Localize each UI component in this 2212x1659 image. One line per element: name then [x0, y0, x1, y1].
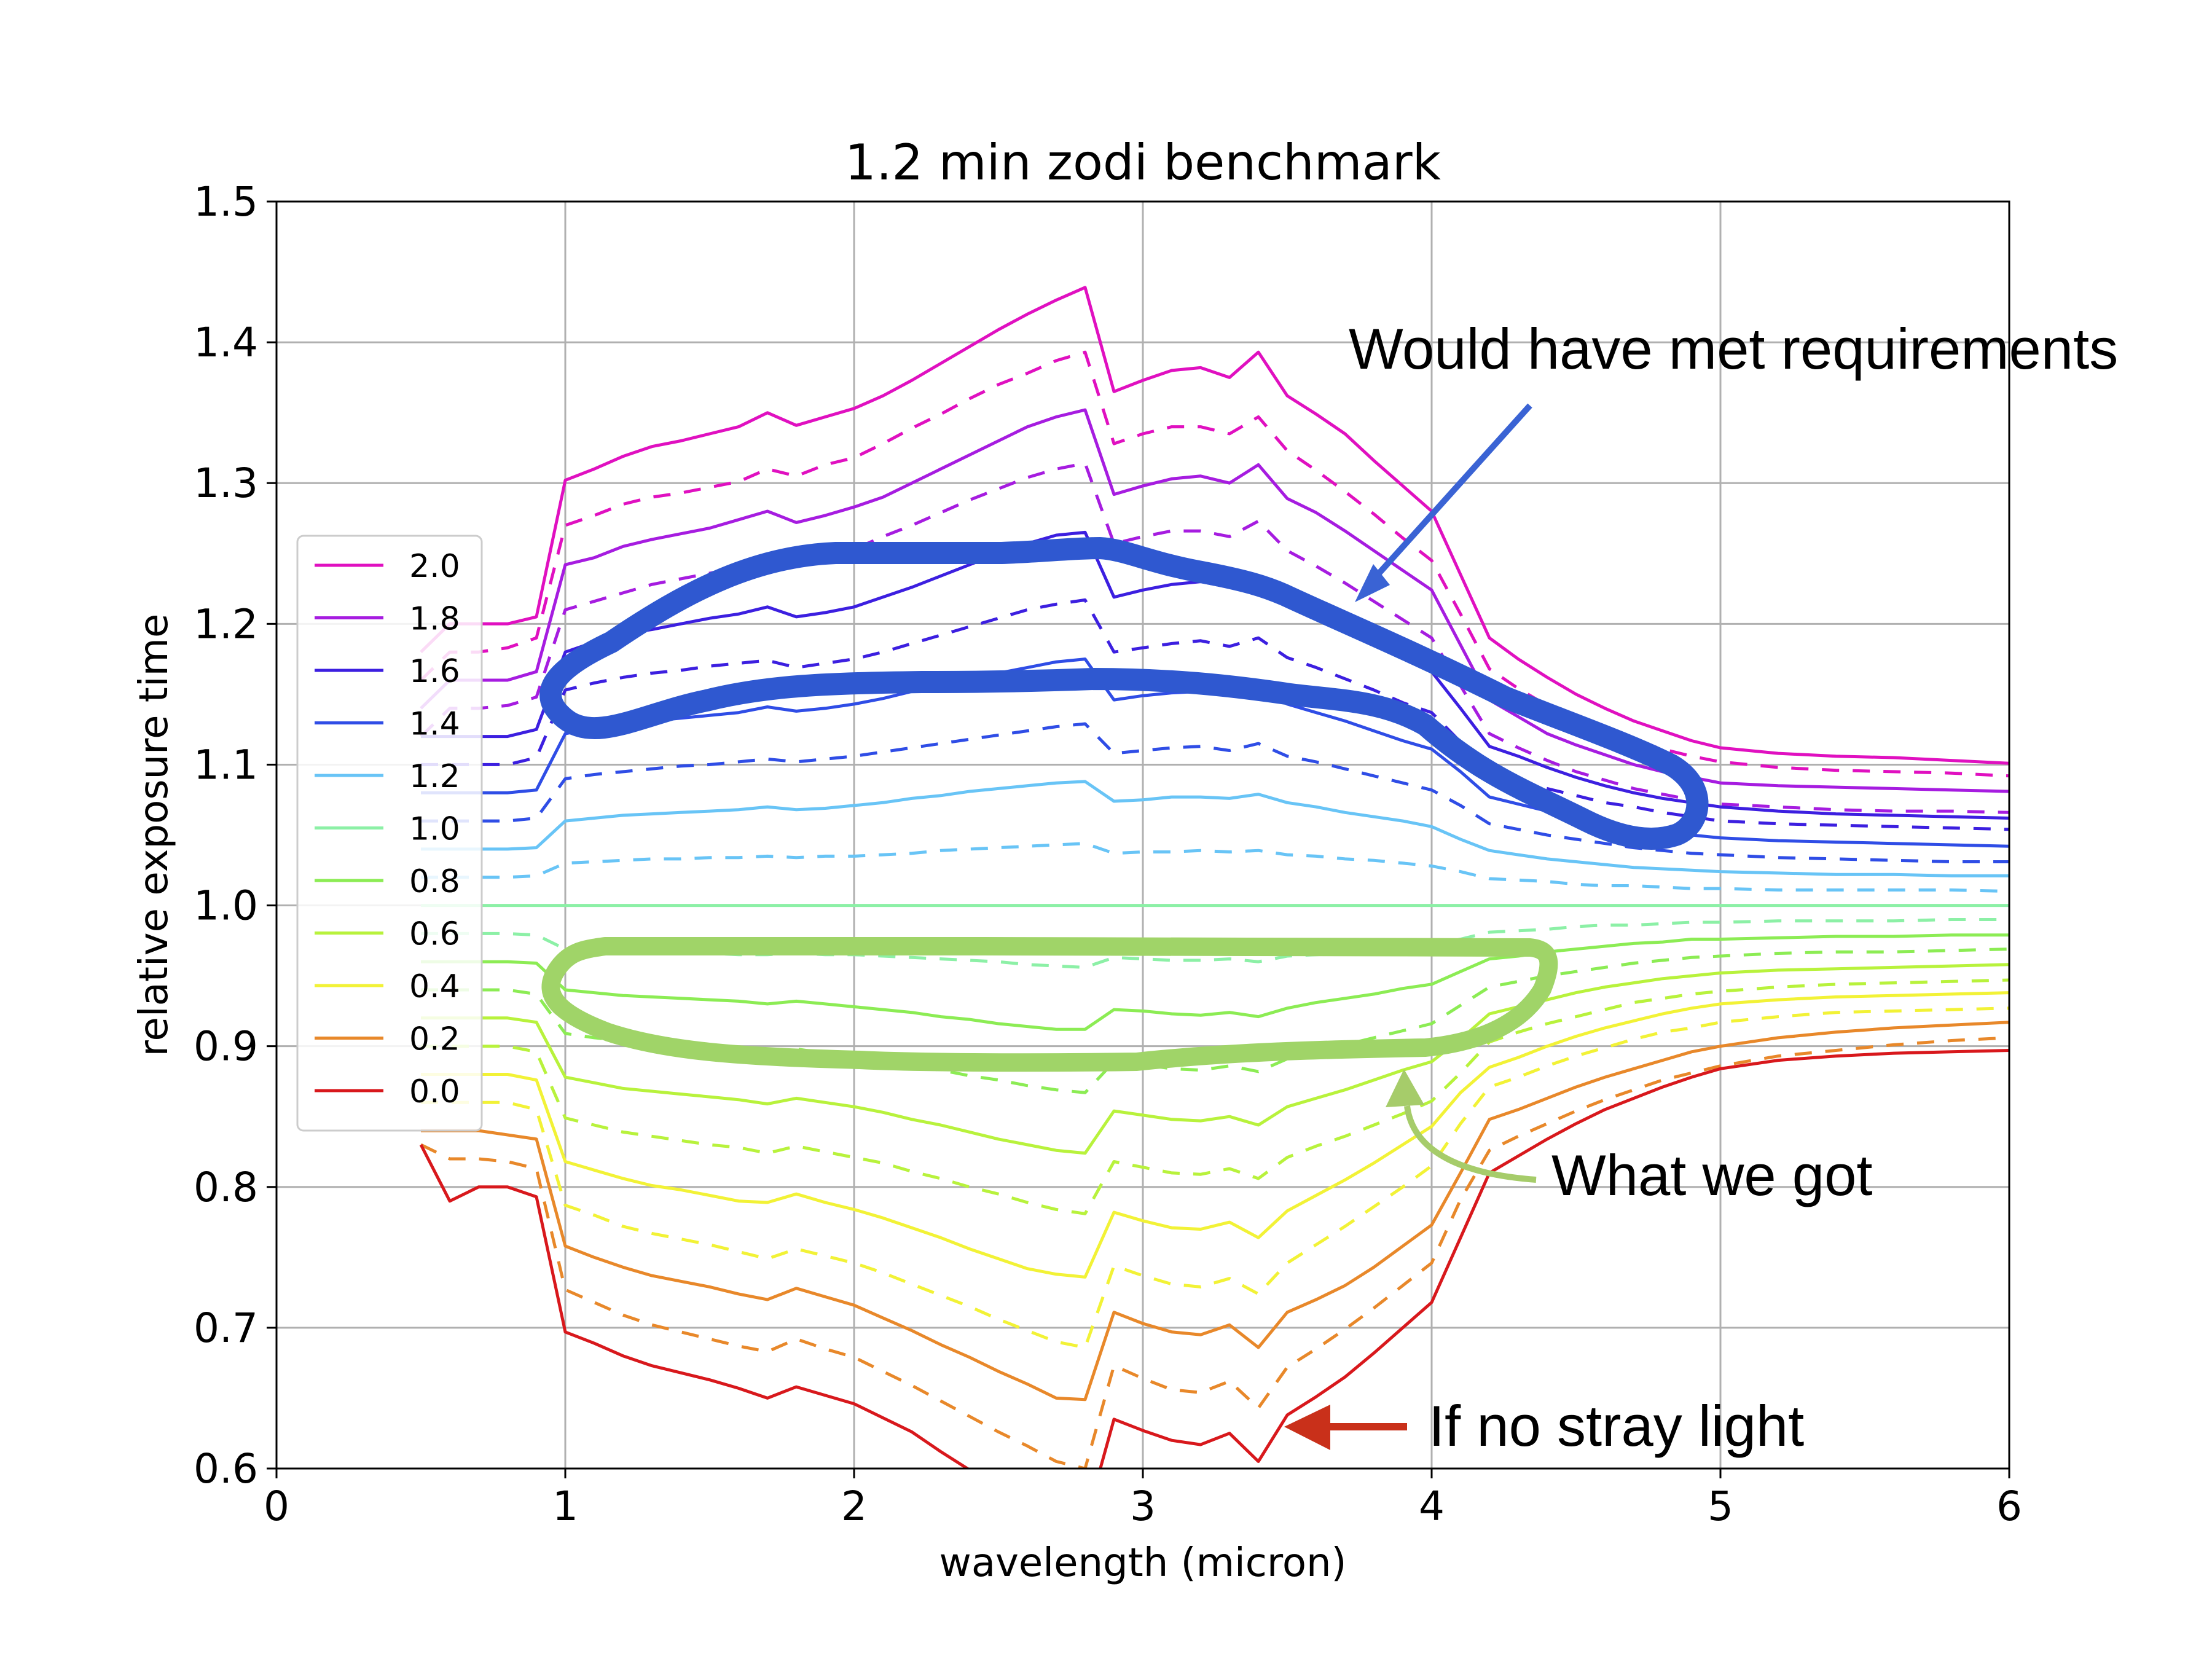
y-tick-label: 1.4 — [194, 319, 258, 366]
series-line-1-8-dashed — [420, 461, 2009, 814]
x-tick-label: 2 — [841, 1483, 867, 1530]
blue-highlight-loop — [539, 537, 1709, 850]
series-line-1-8-solid — [420, 408, 2009, 793]
chart-title: 1.2 min zodi benchmark — [845, 134, 1441, 191]
y-tick-label: 1.3 — [194, 460, 258, 507]
y-tick-label: 1.5 — [194, 178, 258, 226]
series-line-0-4-solid — [421, 991, 2009, 1279]
legend-label: 0.4 — [409, 968, 460, 1005]
series-line-0-2-solid — [421, 1021, 2009, 1402]
x-tick-label: 1 — [552, 1483, 578, 1530]
legend-label: 1.2 — [409, 758, 460, 795]
y-tick-label: 0.9 — [194, 1023, 258, 1070]
series-line-0-4-dashed — [421, 1006, 2009, 1349]
series-line-0-6-solid — [421, 963, 2009, 1155]
y-tick-label: 0.8 — [194, 1164, 258, 1211]
x-tick-label: 3 — [1130, 1483, 1156, 1530]
x-tick-label: 5 — [1708, 1483, 1733, 1530]
y-tick-label: 0.6 — [194, 1445, 258, 1492]
x-ticks: 0 1 2 3 4 5 6 — [264, 1469, 2022, 1530]
legend: 2.0 1.8 1.6 1.4 1.2 1.0 0.8 0.6 0.4 0.2 0.0 — [296, 535, 483, 1132]
red-arrow — [1284, 1405, 1407, 1450]
x-axis-label: wavelength (micron) — [939, 1540, 1346, 1586]
series-lines — [419, 286, 2009, 1469]
series-line-1-4-dashed — [421, 722, 2009, 863]
series-line-0-8-solid — [421, 933, 2009, 1031]
y-tick-label: 1.1 — [194, 741, 258, 788]
series-line-1-2-solid — [421, 780, 2009, 877]
blue-arrow — [1355, 403, 1532, 602]
x-tick-label: 4 — [1419, 1483, 1445, 1530]
y-tick-label: 1.2 — [194, 600, 258, 648]
annotation-what-we-got: What we got — [1551, 1143, 1872, 1207]
series-line-1-2-dashed — [421, 842, 2009, 893]
green-highlight-loop — [541, 937, 1558, 1072]
green-arrow — [1386, 1069, 1537, 1183]
y-tick-label: 1.0 — [194, 882, 258, 930]
legend-label: 0.8 — [409, 863, 460, 900]
series-line-1-6-solid — [421, 530, 2009, 820]
legend-label: 1.4 — [409, 706, 460, 743]
legend-label: 0.6 — [409, 916, 460, 953]
hand-drawn-annotations: Would have met requirements What we got … — [539, 316, 2118, 1458]
annotation-no-stray-light: If no stray light — [1429, 1394, 1804, 1458]
legend-label: 0.2 — [409, 1021, 460, 1058]
series-line-2-0-solid — [420, 286, 2009, 765]
legend-label: 1.0 — [409, 811, 460, 848]
y-axis-label: relative exposure time — [131, 614, 177, 1057]
legend-box — [296, 535, 483, 1132]
legend-label: 1.6 — [409, 653, 460, 690]
series-line-1-6-dashed — [421, 598, 2009, 831]
y-ticks: 0.6 0.7 0.8 0.9 1.0 1.1 1.2 1.3 1.4 1.5 — [194, 178, 276, 1492]
grid — [275, 200, 2010, 1470]
annotation-met-requirements: Would have met requirements — [1349, 316, 2118, 381]
legend-label: 1.8 — [409, 601, 460, 638]
x-tick-label: 6 — [1996, 1483, 2022, 1530]
legend-label: 0.0 — [409, 1073, 460, 1110]
legend-label: 2.0 — [409, 548, 460, 585]
series-line-0-2-dashed — [420, 1036, 2009, 1469]
series-line-0-6-dashed — [421, 978, 2009, 1215]
series-line-0-0-solid — [419, 1049, 2009, 1469]
series-line-1-0-dashed — [421, 918, 2009, 969]
x-tick-label: 0 — [264, 1483, 289, 1530]
y-tick-label: 0.7 — [194, 1304, 258, 1352]
